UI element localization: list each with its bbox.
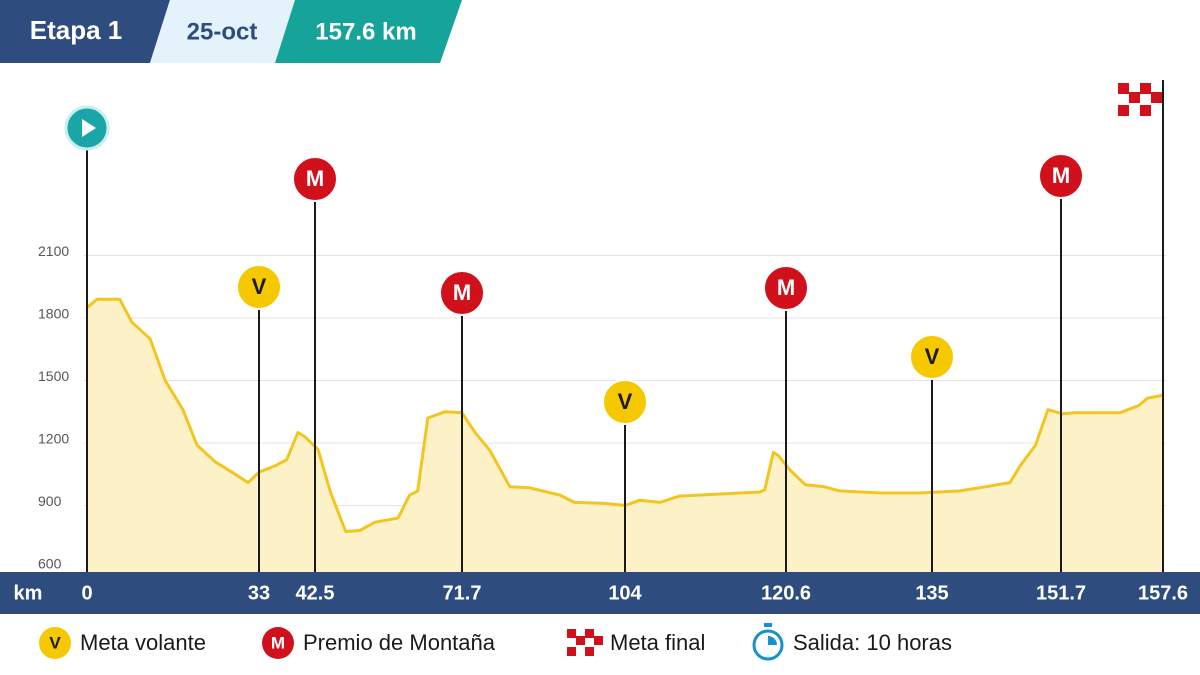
header-date-box [150, 0, 295, 63]
y-tick-label: 2100 [38, 243, 69, 259]
sprint-marker [909, 334, 955, 380]
header-stage-box [0, 0, 170, 63]
legend-label: Meta volante [80, 630, 206, 655]
sprint-marker [236, 264, 282, 310]
x-tick-label: 71.7 [443, 582, 482, 604]
legend-label: Meta final [610, 630, 705, 655]
flag-square [567, 629, 576, 638]
stage-date: 25-oct [187, 18, 258, 45]
marker-symbol: V [925, 344, 940, 369]
marker-symbol: V [618, 389, 633, 414]
flag-square [1151, 103, 1162, 114]
flag-square [1118, 83, 1129, 94]
legend-stopwatch-top [764, 623, 772, 627]
x-tick-label: 104 [608, 582, 642, 604]
flag-square [1129, 92, 1140, 103]
x-tick-label: 33 [248, 582, 270, 604]
y-tick-label: 600 [38, 556, 62, 572]
flag-square [576, 627, 585, 636]
flag-square [585, 638, 594, 647]
y-tick-label: 900 [38, 493, 62, 509]
mountain-marker [439, 270, 485, 316]
flag-square [576, 645, 585, 654]
x-tick-label: 157.6 [1138, 582, 1188, 604]
y-tick-label: 1800 [38, 306, 69, 322]
flag-square [1129, 81, 1140, 92]
mountain-marker [292, 156, 338, 202]
marker-symbol: M [453, 280, 471, 305]
legend-symbol-text: V [49, 633, 61, 652]
legend-stopwatch [752, 629, 784, 661]
legend-label: Premio de Montaña [303, 630, 496, 655]
x-tick-label: 120.6 [761, 582, 811, 604]
legend-symbol [262, 627, 294, 659]
x-axis-label: km [14, 582, 43, 604]
flag-square [1129, 103, 1140, 114]
flag-square [1151, 81, 1162, 92]
flag-square [585, 629, 594, 638]
legend-symbol-text: M [271, 633, 285, 652]
marker-symbol: M [1052, 163, 1070, 188]
legend-flag [567, 627, 603, 656]
elevation-line [86, 297, 1164, 533]
marker-symbol: M [777, 275, 795, 300]
mountain-marker [1038, 153, 1084, 199]
flag-square [594, 636, 603, 645]
flag-square [576, 636, 585, 645]
start-play [82, 119, 96, 137]
x-tick-label: 135 [915, 582, 948, 604]
stage-distance: 157.6 km [315, 18, 416, 45]
finish-flag [1118, 81, 1162, 116]
flag-square [585, 647, 594, 656]
flag-square [594, 645, 603, 654]
header-distance-box [275, 0, 462, 63]
y-tick-label: 1500 [38, 368, 69, 384]
marker-symbol: M [306, 166, 324, 191]
flag-square [567, 638, 576, 647]
elevation-area [87, 299, 1163, 572]
marker-symbol: V [252, 274, 267, 299]
legend-label: Salida: 10 horas [793, 630, 952, 655]
sprint-marker [602, 379, 648, 425]
y-tick-label: 1200 [38, 431, 69, 447]
x-tick-label: 42.5 [296, 582, 335, 604]
legend-stopwatch-hand [768, 636, 777, 645]
flag-square [594, 627, 603, 636]
x-tick-label: 0 [81, 582, 92, 604]
flag-square [567, 647, 576, 656]
flag-square [1118, 105, 1129, 116]
stage-title: Etapa 1 [30, 15, 123, 45]
mountain-marker [763, 265, 809, 311]
flag-square [1151, 92, 1162, 103]
flag-square [1140, 105, 1151, 116]
legend-symbol [39, 627, 71, 659]
flag-square [1140, 94, 1151, 105]
flag-square [1140, 83, 1151, 94]
x-axis-band [0, 572, 1200, 614]
flag-square [1118, 94, 1129, 105]
x-tick-label: 151.7 [1036, 582, 1086, 604]
